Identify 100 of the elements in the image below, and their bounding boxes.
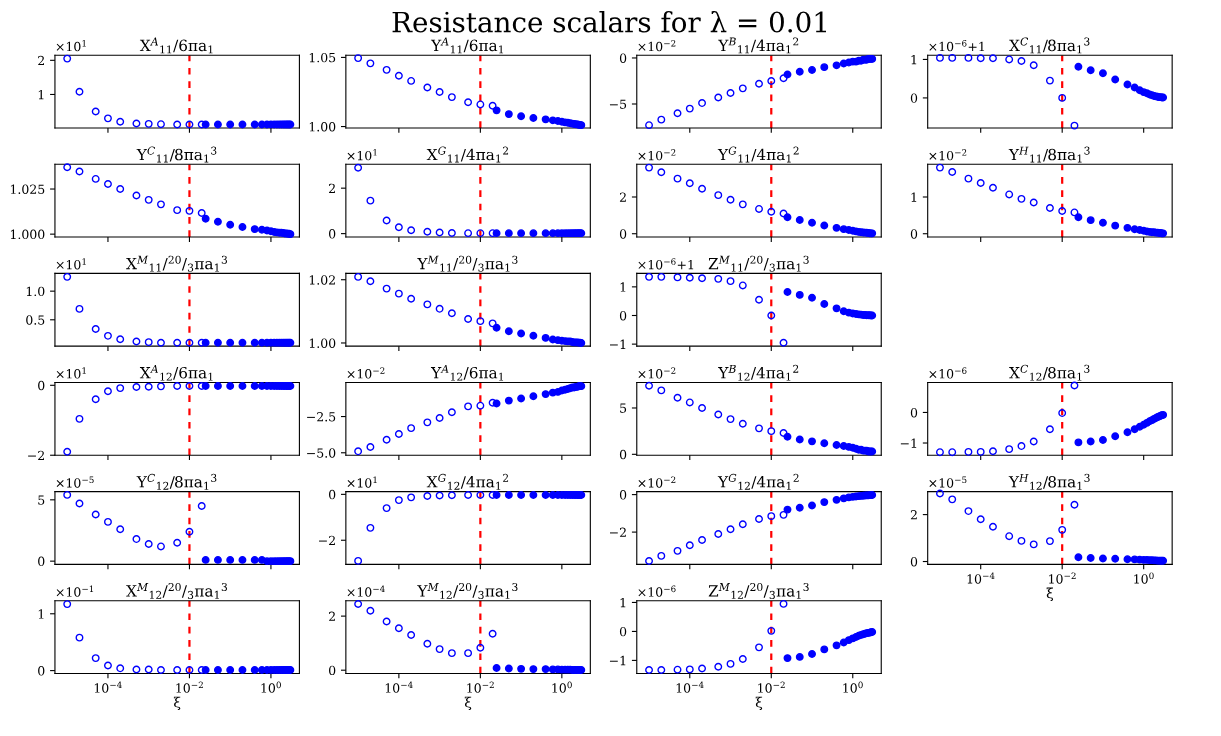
text: ×10$^{−2}$ (638, 149, 676, 161)
y-tick-label: 0 (329, 489, 336, 500)
chart-title: Y$^{G}$$_{12}$/4πa$_{1}$$^{2}$ (717, 473, 799, 490)
text: ×10$^{1}$ (56, 40, 86, 52)
y-tick-label: 0 (910, 93, 918, 103)
chart-title: Y$^{C}$$_{12}$/8πa$_{1}$$^{3}$ (136, 473, 217, 490)
x-tick-label: 10$^{−4}$ (967, 572, 995, 584)
text: ×10$^{1}$ (347, 149, 377, 161)
x-tick-label: 10$^{−2}$ (176, 681, 203, 693)
y-tick-label: 0 (38, 380, 45, 391)
chart-title: X$^{A}$$_{12}$/6πa$_{1}$ (139, 364, 213, 381)
text: ×10$^{−2}$ (347, 367, 385, 379)
y-tick-label: 0 (38, 556, 45, 567)
y-tick-label: 1.02 (309, 275, 335, 285)
y-tick-label: 0 (619, 449, 627, 460)
y-tick-label: 1 (911, 54, 917, 65)
x-tick-label: 10$^{0}$ (261, 681, 281, 693)
x-tick-label: 10$^{−4}$ (385, 681, 413, 693)
text: ×10$^{−2}$ (929, 149, 967, 161)
y-tick-label: 2 (619, 192, 626, 202)
text: Resistance scalars for λ = 0.01 (392, 10, 826, 33)
text: ×10$^{−2}$ (638, 40, 676, 52)
y-tick-label: 2 (329, 611, 335, 621)
x-tick-label: 10$^{−2}$ (1049, 572, 1076, 584)
y-tick-label: 0 (910, 229, 918, 239)
y-tick-label: −1 (900, 438, 917, 448)
y-tick-label: 1 (38, 89, 44, 100)
chart-title: X$^{M}$$_{11}$/$^{20}$/$_{3}$πa$_{1}$$^{3}$ (126, 255, 227, 272)
y-tick-label: 0 (910, 556, 918, 567)
y-tick-label: 0 (910, 407, 918, 418)
y-tick-label: 0 (329, 229, 336, 239)
y-tick-label: 1 (620, 597, 626, 608)
chart-title: X$^{M}$$_{12}$/$^{20}$/$_{3}$πa$_{1}$$^{3}$ (126, 582, 227, 599)
x-axis-title: ξ (173, 696, 181, 711)
chart-title: Z$^{M}$$_{12}$/$^{20}$/$_{3}$πa$_{1}$$^{3}$ (708, 582, 809, 599)
x-axis-title: ξ (1046, 587, 1054, 601)
y-tick-label: 1 (620, 282, 626, 292)
y-tick-label: 0.5 (26, 315, 45, 325)
text: ×10$^{−2}$ (638, 476, 676, 488)
y-tick-label: 0 (619, 53, 627, 63)
chart-title: Y$^{H}$$_{11}$/8πa$_{1}$$^{3}$ (1008, 146, 1090, 163)
y-tick-label: 2 (38, 55, 44, 66)
text: ×10$^{−1}$ (56, 585, 94, 597)
x-tick-label: 10$^{0}$ (552, 681, 572, 693)
y-tick-label: 0 (619, 310, 627, 321)
chart-title: Y$^{A}$$_{12}$/6πa$_{1}$ (430, 364, 504, 381)
x-axis-title: ξ (755, 696, 763, 711)
chart-title: Y$^{M}$$_{12}$/$^{20}$/$_{3}$πa$_{1}$$^{3}$ (417, 582, 518, 599)
y-tick-label: 1 (911, 192, 917, 202)
text: ×10$^{−6}$+1 (929, 40, 985, 52)
x-tick-label: 10$^{0}$ (843, 681, 863, 693)
y-tick-label: −5 (609, 99, 627, 109)
text: ×10$^{1}$ (347, 476, 377, 488)
text: ×10$^{1}$ (56, 367, 86, 379)
text: ×10$^{−6}$+1 (638, 258, 694, 270)
chart-title: Y$^{M}$$_{11}$/$^{20}$/$_{3}$πa$_{1}$$^{3}$ (417, 255, 518, 272)
chart-title: X$^{G}$$_{11}$/4πa$_{1}$$^{2}$ (426, 146, 509, 163)
chart-title: X$^{A}$$_{11}$/6πa$_{1}$ (139, 37, 213, 54)
text: ×10$^{−5}$ (929, 476, 967, 488)
chart-title: X$^{G}$$_{12}$/4πa$_{1}$$^{2}$ (426, 473, 509, 490)
x-tick-label: 10$^{−2}$ (467, 681, 494, 693)
y-tick-label: 2 (329, 183, 335, 193)
x-tick-label: 10$^{−4}$ (676, 681, 704, 693)
y-tick-label: 5 (38, 495, 45, 505)
y-tick-label: 2 (910, 510, 917, 520)
chart-title: Y$^{H}$$_{12}$/8πa$_{1}$$^{3}$ (1008, 473, 1090, 490)
y-tick-label: 0 (329, 665, 336, 676)
x-tick-label: 10$^{−4}$ (94, 681, 122, 693)
y-tick-label: −5.0 (307, 448, 336, 458)
chart-title: X$^{C}$$_{11}$/8πa$_{1}$$^{3}$ (1009, 37, 1090, 54)
chart-title: Y$^{A}$$_{11}$/6πa$_{1}$ (430, 37, 504, 54)
chart-title: Y$^{C}$$_{11}$/8πa$_{1}$$^{3}$ (136, 146, 217, 163)
text: ×10$^{1}$ (56, 258, 86, 270)
y-tick-label: 1.05 (309, 52, 336, 63)
x-tick-label: 10$^{0}$ (1134, 572, 1154, 584)
chart-title: Y$^{B}$$_{11}$/4πa$_{1}$$^{2}$ (718, 37, 799, 54)
text: ×10$^{−2}$ (638, 367, 676, 379)
text: ×10$^{−4}$ (347, 585, 385, 597)
y-tick-label: 1.0 (26, 286, 45, 297)
y-tick-label: 0 (38, 666, 45, 676)
x-tick-label: 10$^{−2}$ (758, 681, 785, 693)
y-tick-label: 1.025 (10, 184, 45, 194)
y-tick-label: 0 (619, 490, 627, 500)
x-axis-title: ξ (464, 696, 472, 711)
text: ×10$^{−5}$ (56, 476, 94, 488)
y-tick-label: 5 (620, 403, 627, 413)
y-tick-label: −2.5 (307, 412, 336, 422)
y-tick-label: 0 (619, 229, 627, 239)
y-tick-label: 1.00 (309, 122, 336, 132)
y-tick-label: −1 (609, 339, 626, 349)
chart-title: X$^{C}$$_{12}$/8πa$_{1}$$^{3}$ (1009, 364, 1090, 381)
y-tick-label: 1.000 (10, 229, 45, 240)
chart-title: Y$^{G}$$_{11}$/4πa$_{1}$$^{2}$ (717, 146, 799, 163)
text: ×10$^{−6}$ (638, 585, 676, 597)
y-tick-label: 1.00 (309, 338, 336, 348)
y-tick-label: −2 (28, 450, 44, 460)
chart-title: Z$^{M}$$_{11}$/$^{20}$/$_{3}$πa$_{1}$$^{3}$ (708, 255, 809, 272)
y-tick-label: −1 (609, 655, 626, 666)
y-tick-label: 0 (619, 626, 627, 637)
y-tick-label: 1 (38, 609, 44, 619)
